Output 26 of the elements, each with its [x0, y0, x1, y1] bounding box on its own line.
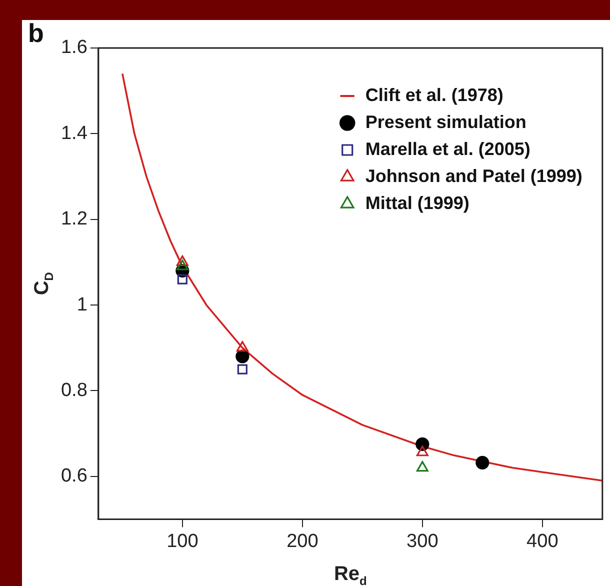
legend-label: Clift et al. (1978): [365, 84, 504, 105]
legend-label: Johnson and Patel (1999): [365, 166, 582, 186]
x-tick-label: 400: [526, 530, 558, 552]
point: [176, 255, 188, 266]
y-tick-label: 1: [76, 294, 88, 316]
legend-label: Marella et al. (2005): [365, 138, 530, 159]
y-tick-label: 0.6: [60, 466, 88, 487]
y-tick-label: 0.8: [60, 380, 88, 401]
point: [176, 260, 188, 270]
point: [416, 446, 428, 456]
point: [236, 350, 250, 364]
y-tick-label: 1.2: [60, 208, 88, 230]
point: [476, 456, 490, 470]
y-tick-label: 1.6: [60, 37, 88, 58]
point: [236, 341, 248, 352]
y-tick-label: 1.4: [60, 122, 88, 144]
point: [416, 460, 428, 472]
point: [177, 274, 188, 284]
x-tick-label: 300: [406, 530, 438, 552]
y-axis-title: CD: [31, 272, 56, 296]
point: [237, 364, 248, 374]
x-tick-label: 100: [166, 530, 198, 552]
legend-label: Present simulation: [365, 112, 526, 132]
text: b: [28, 18, 44, 48]
x-tick-label: 200: [286, 530, 318, 552]
legend-label: Mittal (1999): [365, 192, 470, 213]
